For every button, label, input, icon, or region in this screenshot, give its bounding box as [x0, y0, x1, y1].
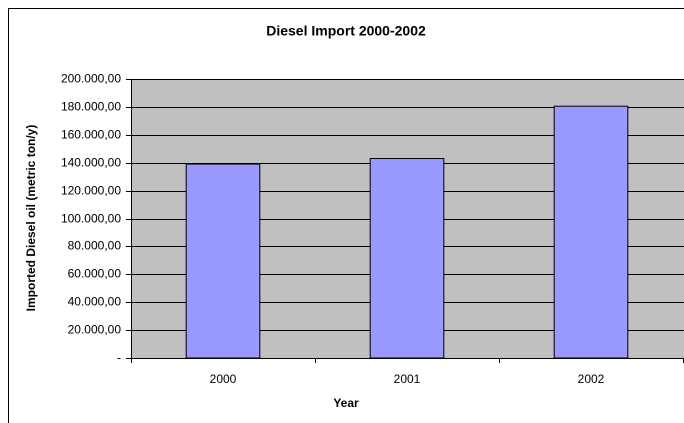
- y-axis-label: Imported Diesel oil (metric ton/y): [24, 125, 38, 312]
- x-axis-label: Year: [333, 396, 359, 410]
- y-tick-label: 20.000,00: [68, 323, 122, 337]
- x-tick-label: 2001: [394, 372, 421, 386]
- chart-title: Diesel Import 2000-2002: [266, 23, 426, 39]
- y-tick-label: 180.000,00: [61, 100, 121, 114]
- bar: [185, 163, 261, 359]
- y-tick-label: 60.000,00: [68, 267, 122, 281]
- y-tick-label: 120.000,00: [61, 184, 121, 198]
- y-tick-label: 80.000,00: [68, 239, 122, 253]
- y-tick-label: 160.000,00: [61, 128, 121, 142]
- y-tick-label: 200.000,00: [61, 72, 121, 86]
- bar: [553, 105, 629, 359]
- x-tick-label: 2000: [210, 372, 237, 386]
- y-tick-label: 140.000,00: [61, 156, 121, 170]
- bar: [369, 158, 445, 359]
- y-tick-label: 40.000,00: [68, 295, 122, 309]
- x-tick-label: 2002: [578, 372, 605, 386]
- y-tick-label: -: [117, 351, 121, 365]
- y-tick-label: 100.000,00: [61, 212, 121, 226]
